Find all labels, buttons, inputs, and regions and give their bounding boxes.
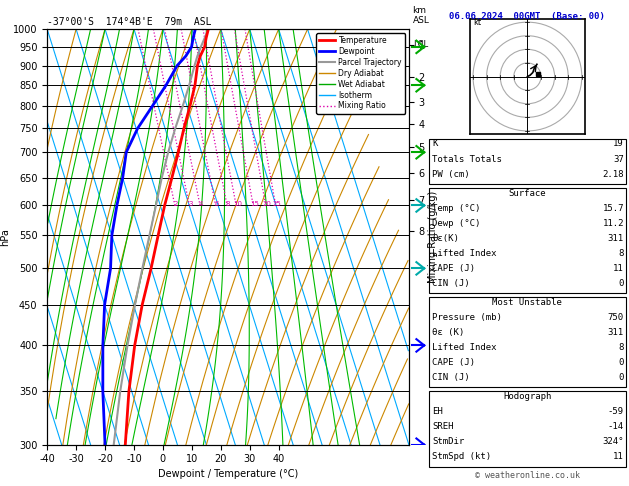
Text: Temp (°C): Temp (°C) [432, 204, 481, 213]
Text: SREH: SREH [432, 422, 454, 432]
Text: 0: 0 [618, 373, 624, 382]
Text: Most Unstable: Most Unstable [493, 298, 562, 307]
Text: StmSpd (kt): StmSpd (kt) [432, 452, 491, 462]
Text: CIN (J): CIN (J) [432, 373, 470, 382]
Text: 19: 19 [613, 139, 624, 149]
Text: 10: 10 [233, 201, 242, 207]
Text: 15.7: 15.7 [603, 204, 624, 213]
Text: 4: 4 [199, 201, 203, 207]
Text: LCL: LCL [413, 40, 428, 49]
Text: 11: 11 [613, 264, 624, 273]
Text: θε (K): θε (K) [432, 328, 464, 337]
Text: kt: kt [473, 18, 481, 27]
Text: 8: 8 [226, 201, 230, 207]
Text: -14: -14 [608, 422, 624, 432]
Text: 37: 37 [613, 155, 624, 164]
Text: 11.2: 11.2 [603, 219, 624, 228]
Text: 311: 311 [608, 328, 624, 337]
Text: 8: 8 [618, 343, 624, 352]
Text: 324°: 324° [603, 437, 624, 447]
Text: Lifted Index: Lifted Index [432, 249, 497, 258]
Text: 15: 15 [250, 201, 259, 207]
Text: 2.18: 2.18 [603, 170, 624, 179]
Text: Lifted Index: Lifted Index [432, 343, 497, 352]
Text: CAPE (J): CAPE (J) [432, 358, 475, 367]
Y-axis label: hPa: hPa [0, 228, 10, 246]
Text: Dewp (°C): Dewp (°C) [432, 219, 481, 228]
Text: km
ASL: km ASL [413, 6, 430, 25]
Text: Surface: Surface [509, 189, 546, 198]
Text: 6: 6 [214, 201, 219, 207]
Text: θε(K): θε(K) [432, 234, 459, 243]
Text: 25: 25 [272, 201, 281, 207]
X-axis label: Dewpoint / Temperature (°C): Dewpoint / Temperature (°C) [158, 469, 298, 479]
Text: Totals Totals: Totals Totals [432, 155, 502, 164]
Text: K: K [432, 139, 438, 149]
Text: CAPE (J): CAPE (J) [432, 264, 475, 273]
Legend: Temperature, Dewpoint, Parcel Trajectory, Dry Adiabat, Wet Adiabat, Isotherm, Mi: Temperature, Dewpoint, Parcel Trajectory… [316, 33, 405, 114]
Text: 0: 0 [618, 279, 624, 288]
Y-axis label: Mixing Ratio (g/kg): Mixing Ratio (g/kg) [428, 191, 438, 283]
Text: -37°00'S  174°4B'E  79m  ASL: -37°00'S 174°4B'E 79m ASL [47, 17, 212, 27]
Text: 311: 311 [608, 234, 624, 243]
Text: StmDir: StmDir [432, 437, 464, 447]
Text: 11: 11 [613, 452, 624, 462]
Text: CIN (J): CIN (J) [432, 279, 470, 288]
Text: 750: 750 [608, 313, 624, 322]
Text: Pressure (mb): Pressure (mb) [432, 313, 502, 322]
Text: 8: 8 [618, 249, 624, 258]
Text: -59: -59 [608, 407, 624, 417]
Text: 3: 3 [188, 201, 193, 207]
Text: Hodograph: Hodograph [503, 392, 552, 401]
Text: 0: 0 [618, 358, 624, 367]
Text: 06.06.2024  00GMT  (Base: 00): 06.06.2024 00GMT (Base: 00) [450, 12, 605, 21]
Text: © weatheronline.co.uk: © weatheronline.co.uk [475, 471, 580, 480]
Text: EH: EH [432, 407, 443, 417]
Text: 20: 20 [262, 201, 271, 207]
Text: PW (cm): PW (cm) [432, 170, 470, 179]
Text: 2: 2 [174, 201, 178, 207]
